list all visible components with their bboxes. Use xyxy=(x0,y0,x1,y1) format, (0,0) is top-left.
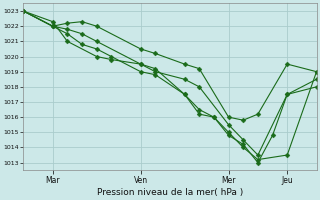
X-axis label: Pression niveau de la mer( hPa ): Pression niveau de la mer( hPa ) xyxy=(97,188,243,197)
